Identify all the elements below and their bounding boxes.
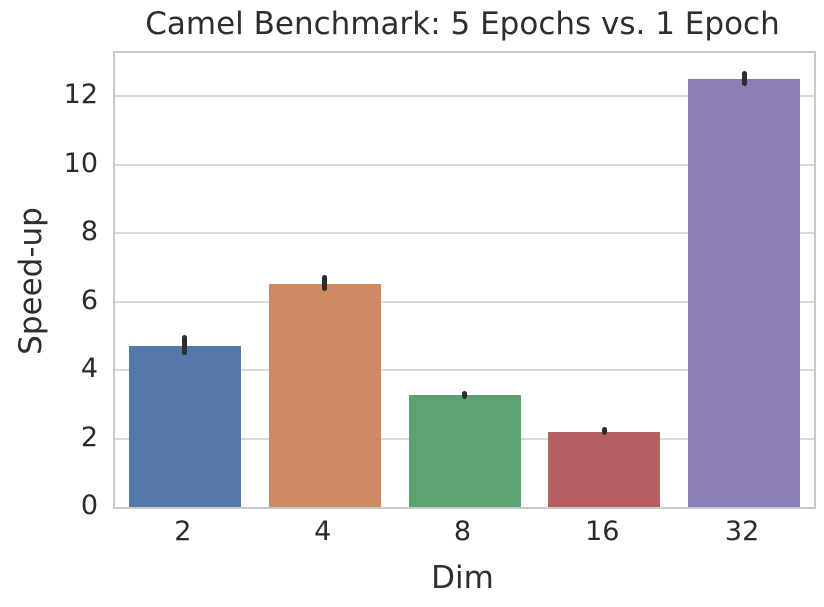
x-axis-label: Dim <box>431 560 494 596</box>
y-tick-label-8: 8 <box>80 216 98 248</box>
errorbar-dim-8 <box>462 390 467 399</box>
errorbar-dim-16 <box>601 427 607 436</box>
bar-dim-8 <box>408 394 521 507</box>
gridline-y10 <box>115 163 814 166</box>
x-tick-label-2: 2 <box>174 516 192 547</box>
errorbar-dim-2 <box>182 335 188 355</box>
plot-area <box>113 51 816 509</box>
gridline-y12 <box>115 95 814 98</box>
bar-dim-16 <box>548 431 661 507</box>
errorbar-dim-32 <box>741 70 747 87</box>
bar-dim-32 <box>688 78 801 507</box>
gridline-y6 <box>115 300 814 303</box>
x-tick-label-4: 4 <box>314 516 332 547</box>
gridline-y8 <box>115 232 814 235</box>
bar-dim-4 <box>268 283 381 507</box>
errorbar-dim-4 <box>322 275 328 292</box>
bar-dim-2 <box>128 345 241 507</box>
x-tick-label-32: 32 <box>724 516 760 547</box>
y-tick-label-4: 4 <box>80 353 98 385</box>
y-tick-label-2: 2 <box>80 421 98 453</box>
y-tick-label-12: 12 <box>63 79 98 111</box>
x-tick-label-8: 8 <box>453 516 472 547</box>
x-tick-label-16: 16 <box>585 516 620 547</box>
chart-title: Camel Benchmark: 5 Epochs vs. 1 Epoch <box>145 6 780 42</box>
gridline-y4 <box>115 369 814 372</box>
y-tick-label-10: 10 <box>63 147 98 179</box>
y-tick-label-0: 0 <box>80 490 98 521</box>
y-tick-label-6: 6 <box>80 284 98 316</box>
